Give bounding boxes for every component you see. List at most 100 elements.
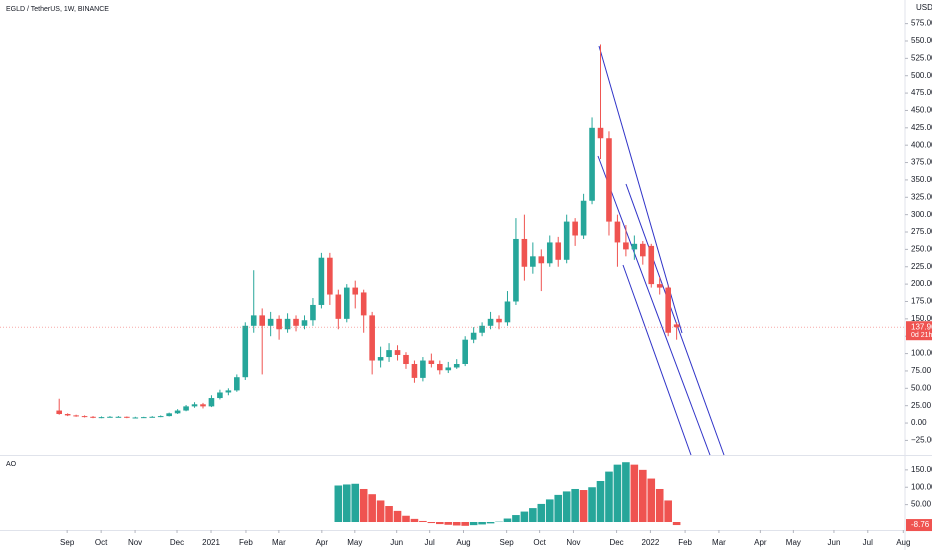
candle-body — [191, 404, 198, 407]
x-tick-label: Mar — [272, 538, 286, 547]
ao-bar — [647, 478, 656, 523]
ao-bar — [579, 490, 588, 523]
trend-line — [598, 45, 683, 334]
trend-line — [625, 183, 725, 456]
y-tick-label: 250.00 — [911, 244, 932, 253]
candle-body — [343, 287, 350, 319]
candle-body — [132, 417, 139, 419]
candle-body — [462, 339, 468, 364]
candle-body — [183, 406, 189, 411]
y-tick-label: 550.00 — [911, 36, 932, 45]
x-tick-label: Jun — [828, 538, 841, 547]
ao-bar — [520, 511, 529, 523]
candle-body — [56, 410, 63, 415]
ao-bar — [588, 487, 596, 523]
candle-body — [318, 257, 325, 305]
trend-line — [622, 264, 692, 456]
ao-bar — [376, 500, 385, 523]
candle-body — [614, 221, 621, 243]
x-tick-label: Oct — [533, 538, 546, 547]
candle-body — [479, 325, 485, 333]
candle-body — [470, 332, 477, 340]
ao-bar — [630, 464, 639, 523]
x-tick-label: Feb — [678, 538, 692, 547]
ao-bar — [351, 483, 360, 523]
candle-body — [327, 257, 333, 295]
candle-body — [242, 325, 249, 378]
candle-body — [149, 416, 156, 418]
y-tick-label: 50.00 — [911, 500, 932, 509]
x-tick-label: Dec — [609, 538, 623, 547]
ao-bar — [605, 471, 613, 523]
x-tick-label: Jun — [390, 538, 403, 547]
candle-body — [234, 377, 240, 391]
ao-bar — [537, 503, 546, 523]
candle-body — [572, 221, 578, 236]
candle-body — [64, 414, 71, 416]
x-tick-label: Sep — [500, 538, 515, 547]
x-tick-label: Jul — [863, 538, 873, 547]
ao-bar — [655, 488, 664, 523]
y-tick-label: 575.00 — [911, 19, 932, 28]
candle-body — [352, 287, 359, 295]
candle-body — [656, 284, 663, 288]
candle-body — [208, 398, 215, 407]
candle-body — [157, 416, 164, 418]
candle-body — [546, 242, 553, 264]
ao-bar — [512, 515, 520, 523]
candle-body — [140, 417, 147, 419]
y-tick-label: 100.00 — [911, 482, 932, 491]
ao-bar — [639, 469, 647, 523]
indicator-title: AO — [6, 461, 17, 468]
candle-body — [225, 390, 232, 393]
y-tick-label: 225.00 — [911, 262, 932, 271]
y-tick-label: 50.00 — [911, 383, 932, 392]
candle-body — [648, 245, 655, 285]
ao-bar — [444, 522, 453, 525]
ao-bar — [596, 480, 605, 523]
candle-body — [445, 367, 452, 371]
candle-body — [107, 416, 113, 418]
ao-bar — [529, 508, 537, 523]
ao-bar — [385, 506, 393, 523]
ao-bar — [562, 491, 571, 523]
ao-bar — [461, 522, 469, 526]
y-tick-label: 150.00 — [911, 314, 932, 323]
candle-body — [623, 242, 629, 250]
candle-body — [504, 301, 511, 323]
x-tick-label: Sep — [60, 538, 75, 547]
x-tick-label: 2021 — [202, 538, 220, 547]
ao-bar — [359, 488, 368, 523]
ao-bar — [469, 522, 478, 526]
ao-bar — [452, 522, 461, 526]
candle-body — [124, 416, 130, 418]
candle-body — [580, 200, 587, 236]
candle-body — [521, 238, 528, 267]
candle-body — [428, 360, 435, 364]
ao-bar — [427, 522, 436, 524]
ao-bar — [436, 522, 444, 525]
ao-bar — [368, 494, 376, 523]
y-tick-label: 450.00 — [911, 106, 932, 115]
candle-body — [631, 243, 638, 250]
ao-last-label: -8.76 — [911, 520, 930, 529]
ao-bar — [664, 500, 672, 523]
y-tick-label: 0.00 — [911, 418, 927, 427]
ao-bar — [334, 485, 343, 523]
countdown-label: 0d 21h — [911, 332, 932, 339]
ao-bar — [613, 464, 622, 523]
x-tick-label: Aug — [456, 538, 470, 547]
y-tick-label: 275.00 — [911, 227, 932, 236]
candle-body — [538, 256, 545, 264]
y-tick-label: −25.00 — [911, 436, 932, 445]
y-tick-label: 425.00 — [911, 123, 932, 132]
x-tick-label: Mar — [712, 538, 726, 547]
ao-bar — [554, 494, 563, 523]
candle-body — [487, 318, 494, 326]
candle-body — [166, 413, 172, 417]
last-price-box — [906, 321, 932, 341]
candle-body — [555, 242, 562, 260]
candle-body — [640, 243, 646, 257]
